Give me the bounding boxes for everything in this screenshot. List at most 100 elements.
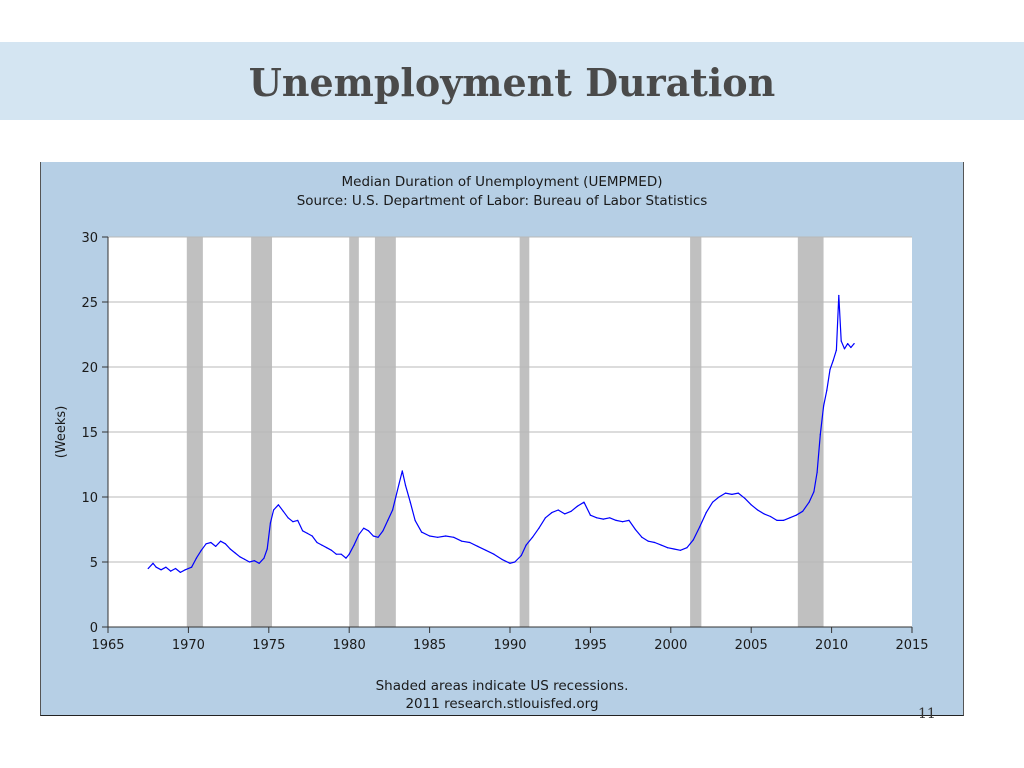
data-point [469,541,471,544]
x-tick-label: 2010 [815,638,848,653]
chart-footer-line: 2011 research.stlouisfed.org [405,696,598,712]
data-point [838,294,840,297]
data-point [224,543,226,545]
x-tick-label: 1980 [333,638,366,653]
x-tick-label: 1995 [574,638,607,653]
data-point [615,519,617,521]
data-point [210,541,212,544]
data-point [514,561,516,563]
data-point [266,548,268,550]
chart-subtitle: Source: U.S. Department of Labor: Bureau… [297,193,708,209]
data-point [191,566,193,568]
data-point [686,547,688,549]
data-point [647,540,649,542]
data-point [602,518,604,520]
data-point [757,509,759,511]
data-point [195,557,198,559]
data-point [367,530,370,532]
data-point [401,470,403,472]
data-point [816,471,818,473]
data-point [520,554,522,557]
data-point [387,519,389,521]
data-point [789,517,791,519]
data-point [737,492,739,494]
x-tick-label: 1990 [493,638,526,653]
data-point [576,505,579,507]
data-point [501,558,503,560]
page-number: 11 [918,706,936,722]
data-point [557,509,559,511]
data-point [660,544,662,546]
data-point [392,509,394,511]
data-point [372,535,374,537]
data-point [263,557,265,559]
data-point [826,389,828,391]
x-tick-label: 2015 [895,638,928,653]
data-point [273,509,275,511]
data-point [453,536,455,538]
data-point [808,501,810,503]
data-point [538,527,540,529]
data-point [782,519,784,521]
data-point [832,359,834,362]
data-point [692,539,694,541]
data-point [244,558,246,560]
data-point [641,536,643,538]
data-point [258,562,260,564]
data-point [509,562,511,564]
y-tick-label: 0 [90,621,98,636]
data-point [750,504,752,506]
data-point [609,517,611,519]
data-point [654,541,656,544]
data-point [229,548,231,550]
data-point [179,571,181,573]
data-point [414,519,416,521]
data-point [239,556,241,558]
y-axis-label: (Weeks) [54,406,69,459]
y-tick-label: 10 [81,491,98,506]
data-point [353,544,355,546]
data-point [776,519,778,521]
data-point [147,567,149,570]
data-point [724,492,727,494]
data-point [174,567,177,570]
data-point [219,540,222,542]
data-point [853,343,855,345]
line-chart: Median Duration of Unemployment (UEMPMED… [54,174,929,712]
data-point [583,501,585,503]
data-point [269,522,272,524]
data-point [316,541,318,544]
title-band: Unemployment Duration [0,42,1024,120]
x-tick-label: 1985 [413,638,446,653]
data-point [248,561,251,563]
data-point [420,531,423,533]
data-point [544,517,546,519]
data-point [525,544,527,546]
x-tick-label: 1970 [172,638,205,653]
data-point [461,540,463,542]
data-point [363,527,365,529]
data-point [744,497,746,499]
data-point [712,501,714,503]
data-point [234,552,236,554]
data-point [589,514,592,516]
data-point [335,553,337,555]
data-point [282,510,284,512]
y-tick-label: 30 [81,231,98,246]
data-point [570,510,572,512]
data-point [699,526,701,528]
data-point [822,405,825,407]
x-tick-label: 2005 [735,638,768,653]
data-point [673,548,675,550]
data-point [184,569,186,571]
data-point [205,543,207,545]
data-point [813,491,815,493]
data-point [621,521,624,523]
data-point [763,513,765,515]
data-point [170,570,172,572]
data-point [850,346,852,349]
data-point [340,553,342,555]
series-line [147,294,855,573]
data-point [840,340,842,342]
data-point [395,496,397,498]
